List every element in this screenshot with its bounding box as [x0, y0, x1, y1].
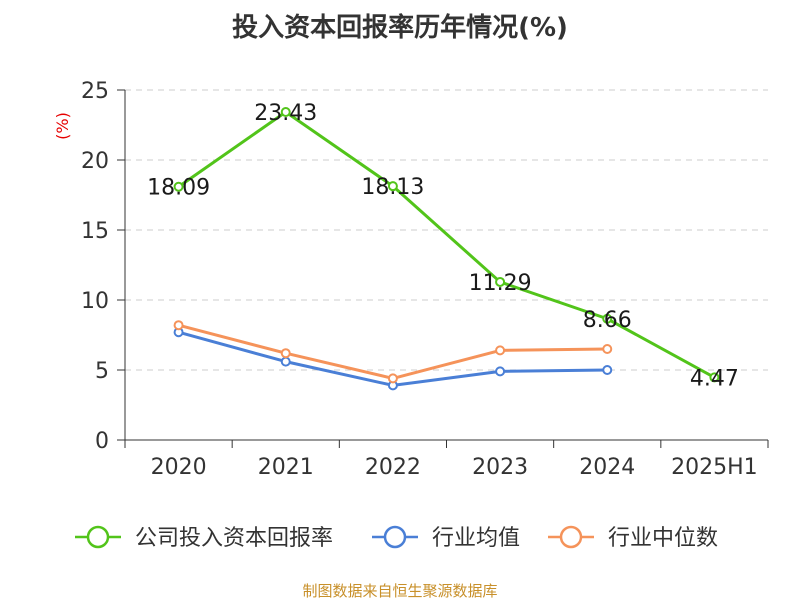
data-point [280, 106, 291, 117]
series-line-1 [177, 110, 716, 379]
data-point [495, 345, 506, 356]
y-tick-label: 10 [81, 289, 109, 314]
data-point [387, 373, 398, 384]
legend-marker [383, 525, 407, 549]
source-note: 制图数据来自恒生聚源数据库 [302, 582, 497, 600]
y-axis-unit-label: (%) [53, 112, 72, 140]
data-label: 4.47 [690, 366, 739, 391]
chart-title: 投入资本回报率历年情况(%) [232, 12, 568, 43]
y-tick-label: 5 [95, 359, 109, 384]
axes: 0 5 10 15 20 25 2020 2021 2022 2023 2024 2025H1 [81, 79, 769, 480]
data-point [173, 320, 184, 331]
data-label: 23.43 [254, 101, 317, 126]
data-point [173, 181, 184, 192]
legend: 公司投入资本回报率 行业均值 行业中位数 [75, 525, 718, 551]
y-tick-label: 15 [81, 219, 109, 244]
data-point [387, 181, 398, 192]
data-point [602, 313, 613, 324]
data-point [495, 276, 506, 287]
grid [125, 89, 768, 371]
x-tick-label: 2021 [258, 455, 314, 480]
data-point [280, 348, 291, 359]
x-tick-label: 2020 [151, 455, 207, 480]
data-point [602, 344, 613, 354]
y-tick-label: 0 [95, 429, 109, 454]
legend-marker [559, 525, 583, 549]
y-tick-label: 25 [81, 79, 109, 104]
x-tick-label: 2022 [365, 455, 421, 480]
legend-label: 行业中位数 [608, 526, 718, 551]
data-point [280, 356, 291, 367]
x-tick-label: 2024 [579, 455, 635, 480]
data-point [602, 365, 613, 375]
data-label: 11.29 [469, 271, 532, 296]
y-tick-label: 20 [81, 149, 109, 174]
legend-marker [86, 525, 110, 549]
x-tick-label: 2023 [472, 455, 528, 480]
data-labels: 18.09 23.43 18.13 11.29 8.66 4.47 [147, 101, 739, 391]
legend-label: 行业均值 [432, 526, 520, 551]
data-label: 18.13 [361, 175, 424, 200]
data-point [495, 366, 506, 377]
data-label: 18.09 [147, 176, 210, 201]
legend-label: 公司投入资本回报率 [135, 526, 333, 551]
data-point [709, 372, 720, 383]
x-tick-label: 2025H1 [671, 455, 758, 480]
data-label: 8.66 [583, 308, 632, 333]
series-layer [173, 106, 720, 391]
